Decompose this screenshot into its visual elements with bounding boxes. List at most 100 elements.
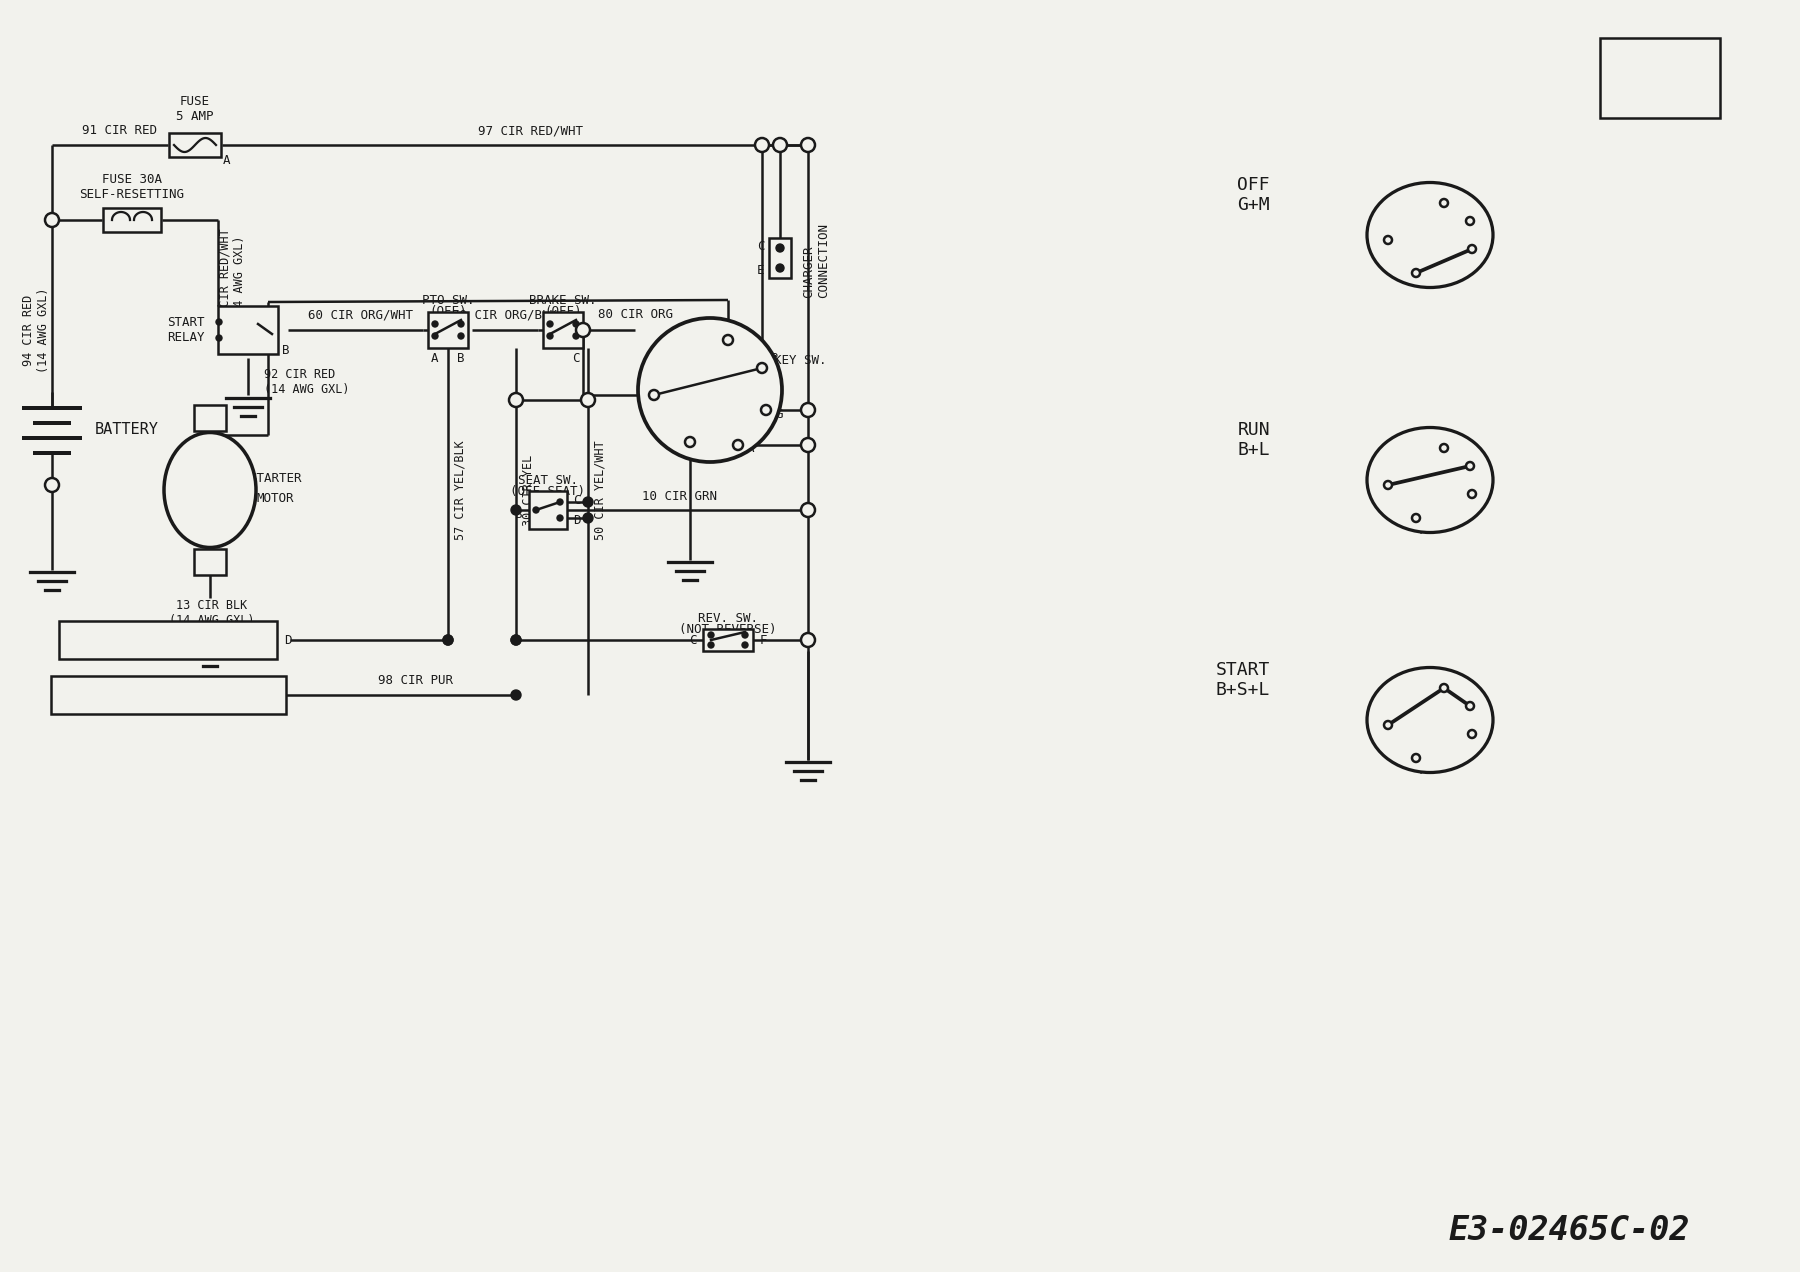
- Circle shape: [443, 635, 454, 645]
- Text: START
RELAY: START RELAY: [167, 315, 205, 343]
- Text: M: M: [1420, 763, 1427, 776]
- Text: D: D: [284, 633, 292, 646]
- Text: (NOT REVERSE): (NOT REVERSE): [679, 623, 778, 636]
- Text: E: E: [758, 263, 765, 276]
- Circle shape: [1469, 730, 1476, 738]
- Text: S: S: [724, 321, 733, 333]
- Ellipse shape: [1366, 668, 1492, 772]
- Text: B: B: [1478, 206, 1485, 220]
- Circle shape: [45, 478, 59, 492]
- FancyBboxPatch shape: [169, 134, 221, 156]
- Circle shape: [1411, 514, 1420, 522]
- Circle shape: [772, 137, 787, 151]
- Circle shape: [1465, 462, 1474, 469]
- Circle shape: [776, 244, 785, 252]
- Text: 10 CIR GRN: 10 CIR GRN: [643, 490, 718, 502]
- FancyBboxPatch shape: [194, 550, 227, 575]
- Circle shape: [511, 635, 520, 645]
- Circle shape: [576, 323, 590, 337]
- Text: C: C: [689, 633, 697, 646]
- Text: FUSE 30A
SELF-RESETTING: FUSE 30A SELF-RESETTING: [79, 173, 184, 201]
- Text: 94 CIR RED
(14 AWG GXL): 94 CIR RED (14 AWG GXL): [22, 287, 50, 373]
- Circle shape: [1440, 444, 1447, 452]
- Circle shape: [583, 513, 592, 523]
- Text: 80 CIR ORG: 80 CIR ORG: [598, 309, 673, 322]
- Circle shape: [801, 633, 815, 647]
- Circle shape: [776, 265, 785, 272]
- Text: 98 CIR PUR: 98 CIR PUR: [378, 674, 452, 687]
- Text: A: A: [747, 443, 754, 455]
- FancyBboxPatch shape: [218, 307, 277, 354]
- Circle shape: [1469, 490, 1476, 499]
- Circle shape: [216, 335, 221, 341]
- Circle shape: [583, 497, 592, 508]
- Text: L: L: [1372, 724, 1379, 736]
- Text: 70 CIR ORG/BLK: 70 CIR ORG/BLK: [452, 309, 558, 322]
- Circle shape: [754, 137, 769, 151]
- Circle shape: [707, 642, 715, 647]
- Circle shape: [1384, 481, 1391, 488]
- Circle shape: [443, 635, 454, 645]
- Circle shape: [1469, 245, 1476, 253]
- Text: ALTERNATOR (DC): ALTERNATOR (DC): [104, 688, 230, 702]
- Text: PTO SW.: PTO SW.: [421, 294, 473, 307]
- Circle shape: [572, 321, 580, 327]
- Text: (OFF): (OFF): [428, 305, 466, 318]
- Text: B: B: [515, 508, 522, 520]
- Text: S: S: [1440, 184, 1447, 197]
- Text: 92 CIR RED
(14 AWG GXL): 92 CIR RED (14 AWG GXL): [265, 368, 349, 396]
- Text: 93 CIR RED/WHT
(14 AWG GXL): 93 CIR RED/WHT (14 AWG GXL): [218, 228, 247, 328]
- Circle shape: [637, 318, 781, 462]
- Circle shape: [801, 403, 815, 417]
- Circle shape: [761, 404, 770, 415]
- FancyBboxPatch shape: [428, 312, 468, 349]
- FancyBboxPatch shape: [769, 238, 790, 279]
- Circle shape: [1384, 721, 1391, 729]
- Text: L: L: [1372, 239, 1379, 252]
- Text: 30 CIR YEL: 30 CIR YEL: [522, 454, 535, 525]
- Text: CHARGER
CONNECTION: CHARGER CONNECTION: [803, 223, 830, 298]
- Circle shape: [511, 505, 520, 515]
- Text: SEAT SW.: SEAT SW.: [518, 473, 578, 486]
- Text: REV. SW.: REV. SW.: [698, 612, 758, 625]
- Text: G: G: [776, 408, 783, 421]
- Circle shape: [742, 642, 749, 647]
- Text: BRAKE SW.: BRAKE SW.: [529, 294, 598, 307]
- Text: 50 CIR YEL/WHT: 50 CIR YEL/WHT: [594, 440, 607, 539]
- Circle shape: [801, 137, 815, 151]
- Text: (OFF): (OFF): [544, 305, 581, 318]
- FancyBboxPatch shape: [529, 491, 567, 529]
- Text: C: C: [572, 351, 580, 365]
- Circle shape: [801, 502, 815, 516]
- Circle shape: [547, 333, 553, 340]
- FancyBboxPatch shape: [704, 628, 752, 651]
- Text: S: S: [1440, 669, 1447, 683]
- Text: STARTER: STARTER: [248, 472, 301, 485]
- Circle shape: [1411, 268, 1420, 277]
- Circle shape: [547, 321, 553, 327]
- Text: B: B: [1478, 452, 1485, 464]
- Text: MOTOR: MOTOR: [256, 491, 293, 505]
- Text: L: L: [1372, 483, 1379, 496]
- Text: L: L: [637, 393, 644, 406]
- Text: 57 CIR YEL/BLK: 57 CIR YEL/BLK: [454, 440, 466, 539]
- Circle shape: [457, 321, 464, 327]
- Ellipse shape: [1366, 182, 1492, 287]
- Text: F: F: [760, 633, 767, 646]
- Circle shape: [1440, 198, 1447, 207]
- Circle shape: [686, 438, 695, 446]
- Text: M: M: [1420, 524, 1427, 537]
- Ellipse shape: [164, 432, 256, 547]
- Ellipse shape: [1366, 427, 1492, 533]
- Circle shape: [457, 333, 464, 340]
- Text: 13 CIR BLK
(14 AWG GXL): 13 CIR BLK (14 AWG GXL): [169, 599, 256, 627]
- Text: B: B: [283, 343, 290, 356]
- Circle shape: [1465, 218, 1474, 225]
- Text: C: C: [758, 239, 765, 253]
- Text: BATTERY: BATTERY: [95, 422, 158, 438]
- Circle shape: [724, 335, 733, 345]
- Circle shape: [511, 689, 520, 700]
- Text: S: S: [1440, 430, 1447, 443]
- Text: B: B: [457, 351, 464, 365]
- Text: M: M: [1420, 279, 1427, 291]
